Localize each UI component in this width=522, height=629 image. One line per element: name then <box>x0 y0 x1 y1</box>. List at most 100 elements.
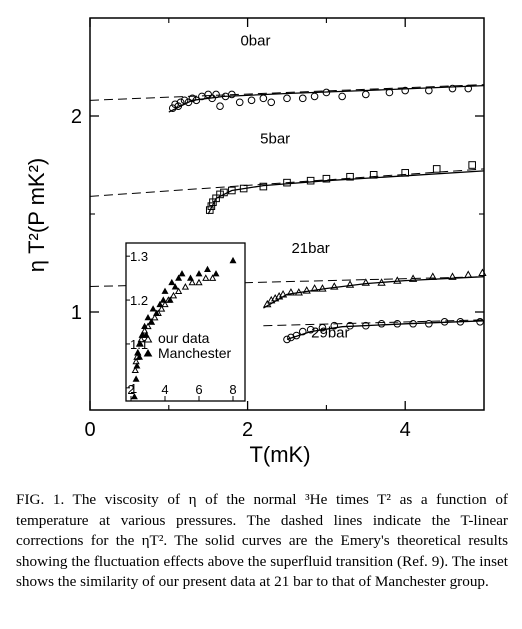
solid-curve-5bar <box>207 170 485 215</box>
data-point-0bar <box>184 98 193 107</box>
data-point-0bar <box>362 90 370 99</box>
data-point-21bar <box>263 299 272 308</box>
data-point-21bar <box>318 284 327 292</box>
data-point-21bar <box>408 274 418 282</box>
inset-point-manchester <box>229 256 237 264</box>
solid-curve-0bar <box>168 84 485 113</box>
data-point-0bar <box>208 94 216 103</box>
inset-x-tick-label: 6 <box>195 382 202 397</box>
data-point-5bar <box>205 206 214 214</box>
data-point-0bar <box>267 98 276 107</box>
data-point-0bar <box>247 96 256 105</box>
inset-point-our-data <box>208 274 217 281</box>
series-label-21bar: 21bar <box>291 240 329 257</box>
inset-point-our-data <box>181 283 190 290</box>
legend-marker-manchester <box>143 349 153 357</box>
data-point-5bar <box>283 178 291 187</box>
inset-point-manchester <box>136 340 144 347</box>
legend-marker-our-data <box>143 335 153 343</box>
data-point-0bar <box>176 98 185 107</box>
data-point-21bar <box>286 288 296 296</box>
data-point-29bar <box>292 331 301 340</box>
dashed-line-0bar <box>89 84 485 101</box>
inset-point-manchester <box>168 278 176 286</box>
data-point-5bar <box>306 176 315 185</box>
inset-point-manchester <box>144 313 152 321</box>
data-point-21bar <box>330 282 339 290</box>
solid-curve-29bar <box>286 320 485 341</box>
inset-point-our-data <box>151 313 159 321</box>
data-point-0bar <box>401 86 410 95</box>
data-point-21bar <box>345 280 355 288</box>
data-point-29bar <box>425 319 433 328</box>
data-point-5bar <box>346 172 354 181</box>
data-point-0bar <box>168 104 177 112</box>
data-point-0bar <box>216 102 224 110</box>
inset-point-our-data <box>174 287 183 295</box>
data-point-29bar <box>318 323 327 332</box>
data-point-29bar <box>377 319 386 328</box>
inset-point-manchester <box>147 318 155 325</box>
data-point-21bar <box>377 278 386 286</box>
data-point-21bar <box>478 268 487 276</box>
data-point-21bar <box>464 270 473 278</box>
inset-x-tick-label: 2 <box>127 382 134 397</box>
inset-point-manchester <box>166 296 174 303</box>
data-point-0bar <box>228 90 236 99</box>
inset-point-manchester <box>187 274 194 281</box>
y-axis-label: η T²(P mK²) <box>24 158 49 272</box>
data-point-21bar <box>428 272 437 280</box>
data-point-29bar <box>456 318 465 326</box>
inset-point-manchester <box>204 265 211 272</box>
data-point-0bar <box>310 92 319 101</box>
inset-point-manchester <box>175 274 183 281</box>
dashed-line-21bar <box>89 276 485 288</box>
figure-caption: FIG. 1. The viscosity of η of the normal… <box>16 490 508 593</box>
data-point-0bar <box>385 88 394 97</box>
inset-point-manchester <box>132 375 140 382</box>
inset-x-tick-label: 4 <box>161 382 168 397</box>
inset-y-tick-label: 1.3 <box>130 249 148 264</box>
series-label-29bar: 29bar <box>311 324 349 341</box>
data-point-0bar <box>464 84 473 93</box>
data-point-29bar <box>287 333 295 342</box>
inset-point-manchester <box>156 300 164 308</box>
series-label-5bar: 5bar <box>260 130 290 147</box>
data-point-0bar <box>448 84 457 93</box>
series-label-0bar: 0bar <box>240 32 270 49</box>
dashed-line-5bar <box>89 168 485 197</box>
inset-point-manchester <box>136 353 143 360</box>
inset-point-manchester <box>138 331 146 338</box>
data-point-5bar <box>220 188 228 197</box>
data-point-5bar <box>207 202 216 210</box>
data-point-21bar <box>278 290 288 298</box>
inset-point-our-data <box>169 291 178 299</box>
data-point-5bar <box>239 184 248 193</box>
data-point-29bar <box>330 321 339 330</box>
inset-point-our-data <box>157 305 166 312</box>
inset-plot-area <box>130 256 237 400</box>
inset-point-our-data <box>132 357 140 365</box>
data-point-21bar <box>361 278 370 286</box>
x-axis-label: T(mK) <box>249 442 310 467</box>
inset-x-tick-label: 8 <box>229 382 236 397</box>
data-point-5bar <box>432 165 441 173</box>
x-tick-label: 2 <box>242 419 253 441</box>
data-point-29bar <box>440 318 449 326</box>
data-point-21bar <box>302 286 311 294</box>
data-point-29bar <box>346 321 354 330</box>
data-point-0bar <box>188 94 197 103</box>
x-tick-label: 4 <box>400 419 411 441</box>
data-point-0bar <box>174 102 183 110</box>
data-point-0bar <box>283 94 291 103</box>
data-point-29bar <box>409 319 417 328</box>
data-point-21bar <box>393 276 402 284</box>
legend-label-our-data: our data <box>158 330 210 346</box>
inset-y-tick-label: 1 <box>130 381 137 396</box>
y-tick-label: 2 <box>71 106 82 128</box>
data-point-21bar <box>294 288 303 296</box>
data-point-5bar <box>259 182 268 191</box>
data-point-29bar <box>362 321 370 330</box>
